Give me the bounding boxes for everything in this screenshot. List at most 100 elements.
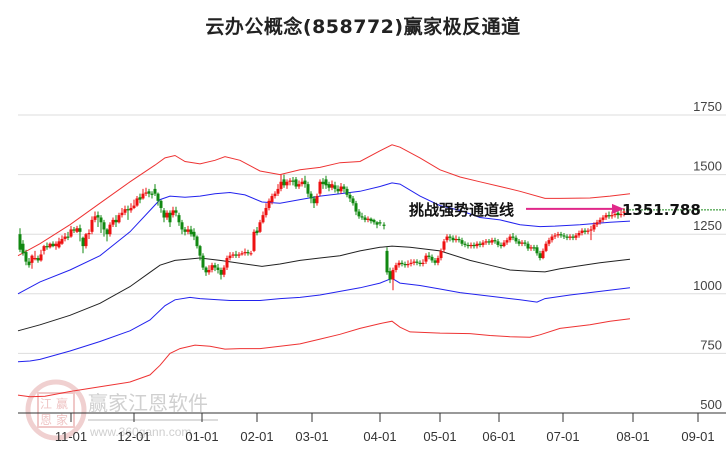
candle-down [126, 209, 130, 211]
x-tick-label: 09-01 [681, 429, 714, 444]
candle-up [222, 267, 226, 275]
candle-up [69, 229, 73, 237]
candle-down [526, 243, 530, 249]
candle-down [403, 264, 407, 266]
candle-up [261, 215, 265, 223]
candle-down [105, 229, 109, 235]
y-axis-labels: 500 750 1000 1250 1500 1750 [693, 99, 722, 412]
x-tick-label: 04-01 [363, 429, 396, 444]
candle-down [385, 250, 389, 273]
candle-up [481, 242, 485, 245]
x-tick-label: 08-01 [616, 429, 649, 444]
middle-line [17, 245, 631, 332]
candle-up [556, 234, 560, 236]
candle-down [535, 247, 539, 254]
candle-down [99, 217, 103, 223]
candle-up [445, 236, 449, 241]
candle-up [315, 196, 319, 204]
seal-char: 赢 [56, 396, 68, 411]
candle-up [243, 252, 247, 254]
candle-down [336, 188, 340, 192]
candle-up [568, 236, 572, 238]
candle-up [258, 222, 262, 232]
candle-down [372, 219, 376, 223]
candle-down [51, 243, 55, 247]
candle-down [345, 188, 349, 195]
candle-down [375, 222, 379, 225]
candle-up [436, 258, 440, 263]
candle-down [189, 229, 193, 235]
candle-down [532, 247, 536, 249]
candle-down [303, 180, 307, 185]
candle-up [520, 242, 524, 244]
candle-down [162, 210, 166, 218]
candle-down [616, 212, 620, 216]
candle-up [580, 230, 584, 234]
candle-down [382, 224, 386, 226]
candle-down [354, 203, 358, 212]
candle-up [318, 181, 322, 194]
candle-down [114, 219, 118, 223]
candle-down [327, 184, 331, 188]
candle-down [21, 243, 25, 254]
candle-down [294, 179, 298, 187]
candle-up [406, 264, 410, 266]
y-tick-label: 1250 [693, 218, 722, 233]
candle-up [186, 229, 190, 232]
candle-down [427, 255, 431, 257]
candle-up [33, 258, 37, 260]
candle-up [240, 253, 244, 255]
candle-up [586, 230, 590, 232]
watermark: 江 赢 恩 家 赢家江恩软件 www.360gann.com [25, 379, 218, 441]
x-tick-label: 03-01 [295, 429, 328, 444]
candle-up [108, 224, 112, 235]
candle-up [397, 262, 401, 266]
candle-down [451, 237, 455, 241]
candle-up [171, 210, 175, 216]
candle-up [237, 254, 241, 256]
candle-down [153, 188, 157, 194]
candle-up [54, 243, 58, 247]
candle-up [544, 243, 548, 251]
candle-up [90, 219, 94, 232]
candle-down [511, 236, 515, 238]
candle-up [502, 242, 506, 247]
candle-down [138, 197, 142, 200]
candle-down [282, 179, 286, 186]
candle-down [183, 229, 187, 232]
watermark-url: www.360gann.com [89, 425, 191, 439]
candle-down [400, 262, 404, 264]
x-tick-label: 01-01 [185, 429, 218, 444]
candle-down [27, 261, 31, 266]
candlesticks [18, 174, 626, 291]
candle-down [219, 269, 223, 275]
candle-up [547, 240, 551, 244]
candle-up [123, 209, 127, 213]
candle-up [391, 269, 395, 280]
candle-up [117, 215, 121, 223]
candle-down [565, 236, 569, 238]
candle-down [234, 254, 238, 256]
candle-up [297, 184, 301, 187]
candle-up [613, 213, 617, 216]
candle-down [216, 267, 220, 270]
y-tick-label: 1000 [693, 278, 722, 293]
candle-down [174, 210, 178, 213]
candle-down [571, 236, 575, 238]
candle-down [312, 198, 316, 204]
candle-down [291, 180, 295, 182]
candle-up [475, 243, 479, 247]
watermark-brand: 赢家江恩软件 [88, 391, 208, 415]
candle-up [84, 234, 88, 247]
candle-up [394, 265, 398, 270]
candle-down [478, 243, 482, 245]
candle-up [267, 200, 271, 208]
candle-up [604, 215, 608, 218]
candle-down [324, 179, 328, 186]
candle-up [60, 238, 64, 244]
candle-up [75, 228, 79, 232]
candle-down [213, 265, 217, 268]
candle-down [96, 215, 100, 218]
candle-up [439, 250, 443, 259]
candle-up [270, 196, 274, 203]
